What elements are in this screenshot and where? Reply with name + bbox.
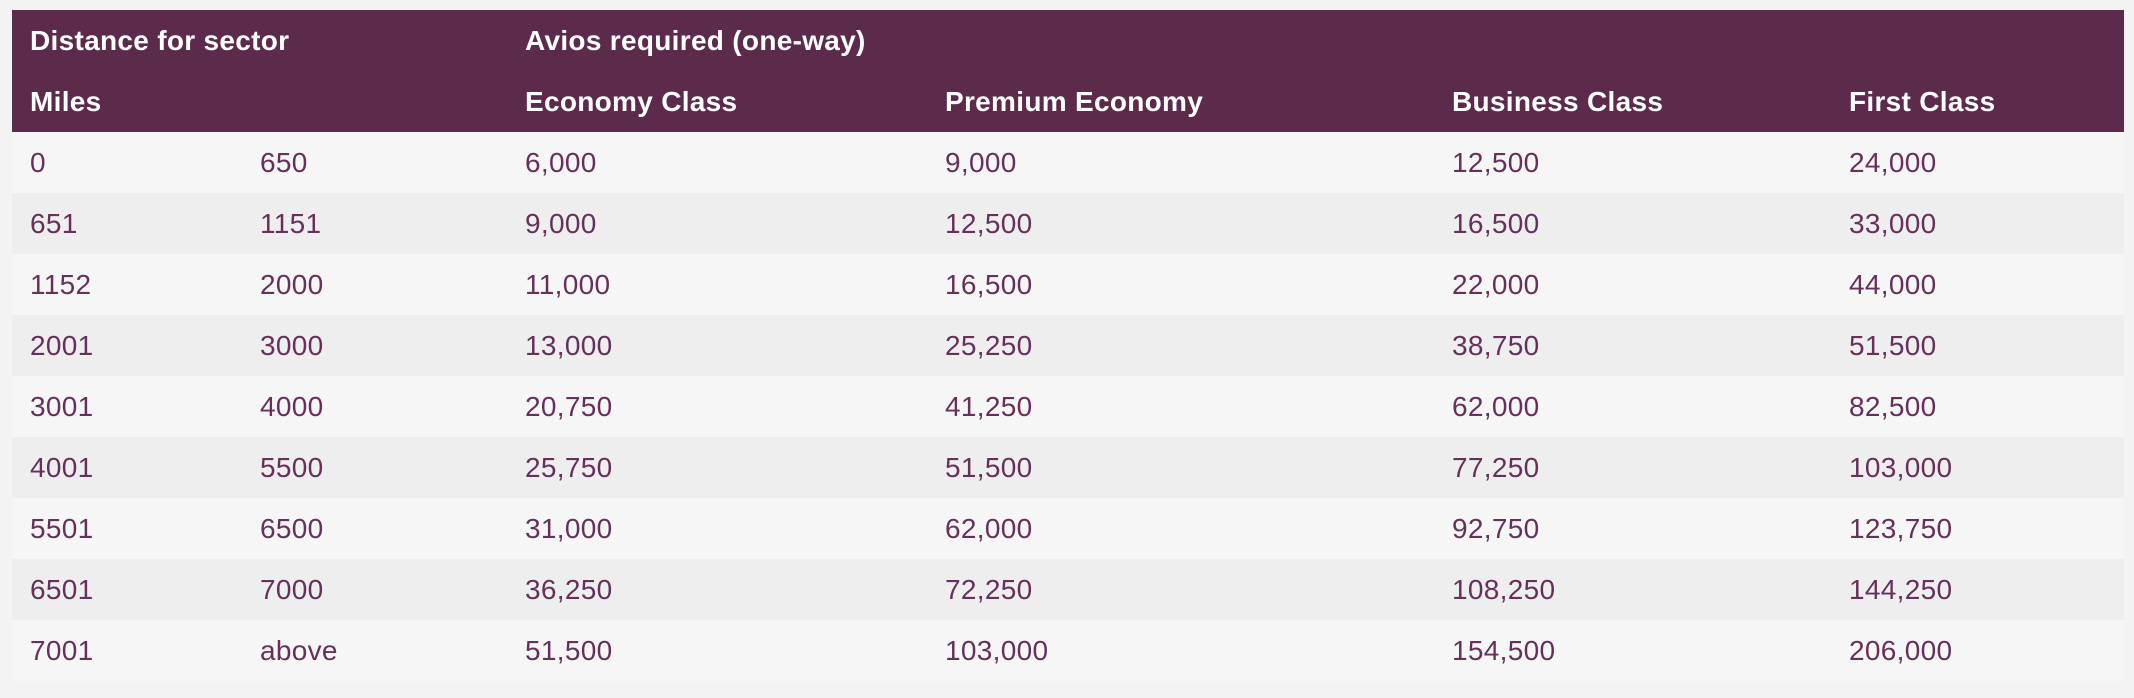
table-cell-economy: 51,500: [507, 620, 927, 681]
table-row: 2001 3000 13,000 25,250 38,750 51,500: [12, 315, 2125, 376]
table-cell-economy: 36,250: [507, 559, 927, 620]
table-cell-first: 103,000: [1831, 437, 2125, 498]
avios-award-table: Distance for sector Avios required (one-…: [12, 10, 2125, 681]
table-cell-premium_economy: 16,500: [927, 254, 1434, 315]
table-cell-first: 123,750: [1831, 498, 2125, 559]
table-cell-first: 206,000: [1831, 620, 2125, 681]
header-first-class: First Class: [1831, 71, 2125, 132]
table-cell-economy: 31,000: [507, 498, 927, 559]
table-row: 0 650 6,000 9,000 12,500 24,000: [12, 132, 2125, 193]
table-row: 651 1151 9,000 12,500 16,500 33,000: [12, 193, 2125, 254]
table-cell-miles_from: 4001: [12, 437, 242, 498]
table-cell-miles_from: 5501: [12, 498, 242, 559]
table-body: 0 650 6,000 9,000 12,500 24,000 651 1151 9,000 12…: [12, 132, 2125, 681]
header-avios-required: Avios required (one-way): [507, 10, 2125, 71]
table-cell-miles_to: 3000: [242, 315, 507, 376]
header-premium-economy: Premium Economy: [927, 71, 1434, 132]
table-cell-miles_from: 2001: [12, 315, 242, 376]
table-cell-economy: 11,000: [507, 254, 927, 315]
table-cell-miles_from: 3001: [12, 376, 242, 437]
table-cell-miles_from: 0: [12, 132, 242, 193]
table-cell-business: 16,500: [1434, 193, 1831, 254]
table-cell-first: 33,000: [1831, 193, 2125, 254]
table-cell-economy: 20,750: [507, 376, 927, 437]
table-row: 3001 4000 20,750 41,250 62,000 82,500: [12, 376, 2125, 437]
table-cell-miles_to: 6500: [242, 498, 507, 559]
table-cell-miles_to: above: [242, 620, 507, 681]
table-cell-miles_to: 2000: [242, 254, 507, 315]
table-cell-premium_economy: 62,000: [927, 498, 1434, 559]
table-cell-business: 154,500: [1434, 620, 1831, 681]
table-cell-premium_economy: 12,500: [927, 193, 1434, 254]
table-row: 1152 2000 11,000 16,500 22,000 44,000: [12, 254, 2125, 315]
table-cell-economy: 25,750: [507, 437, 927, 498]
table-cell-economy: 9,000: [507, 193, 927, 254]
table-header: Distance for sector Avios required (one-…: [12, 10, 2125, 132]
table-cell-premium_economy: 72,250: [927, 559, 1434, 620]
header-columns-row: Miles Economy Class Premium Economy Busi…: [12, 71, 2125, 132]
table-cell-premium_economy: 51,500: [927, 437, 1434, 498]
header-distance-for-sector: Distance for sector: [12, 10, 507, 71]
table-row: 7001 above 51,500 103,000 154,500 206,000: [12, 620, 2125, 681]
header-economy-class: Economy Class: [507, 71, 927, 132]
table-cell-business: 92,750: [1434, 498, 1831, 559]
table-cell-first: 82,500: [1831, 376, 2125, 437]
table-cell-miles_from: 1152: [12, 254, 242, 315]
table-cell-business: 12,500: [1434, 132, 1831, 193]
table-cell-premium_economy: 25,250: [927, 315, 1434, 376]
table-cell-premium_economy: 103,000: [927, 620, 1434, 681]
table-cell-miles_from: 6501: [12, 559, 242, 620]
header-group-row: Distance for sector Avios required (one-…: [12, 10, 2125, 71]
table-cell-miles_to: 4000: [242, 376, 507, 437]
table-cell-business: 62,000: [1434, 376, 1831, 437]
table-cell-premium_economy: 9,000: [927, 132, 1434, 193]
table-cell-miles_from: 7001: [12, 620, 242, 681]
table-cell-first: 144,250: [1831, 559, 2125, 620]
table-cell-economy: 6,000: [507, 132, 927, 193]
table-cell-business: 22,000: [1434, 254, 1831, 315]
table-cell-business: 77,250: [1434, 437, 1831, 498]
table-cell-miles_to: 5500: [242, 437, 507, 498]
table-row: 4001 5500 25,750 51,500 77,250 103,000: [12, 437, 2125, 498]
header-business-class: Business Class: [1434, 71, 1831, 132]
table-cell-miles_to: 1151: [242, 193, 507, 254]
table-cell-miles_from: 651: [12, 193, 242, 254]
table-cell-premium_economy: 41,250: [927, 376, 1434, 437]
table-cell-miles_to: 650: [242, 132, 507, 193]
table-cell-first: 44,000: [1831, 254, 2125, 315]
table-row: 5501 6500 31,000 62,000 92,750 123,750: [12, 498, 2125, 559]
table-cell-business: 38,750: [1434, 315, 1831, 376]
table-cell-first: 24,000: [1831, 132, 2125, 193]
table-cell-economy: 13,000: [507, 315, 927, 376]
header-miles: Miles: [12, 71, 507, 132]
table-cell-business: 108,250: [1434, 559, 1831, 620]
table-row: 6501 7000 36,250 72,250 108,250 144,250: [12, 559, 2125, 620]
table-cell-first: 51,500: [1831, 315, 2125, 376]
table-cell-miles_to: 7000: [242, 559, 507, 620]
